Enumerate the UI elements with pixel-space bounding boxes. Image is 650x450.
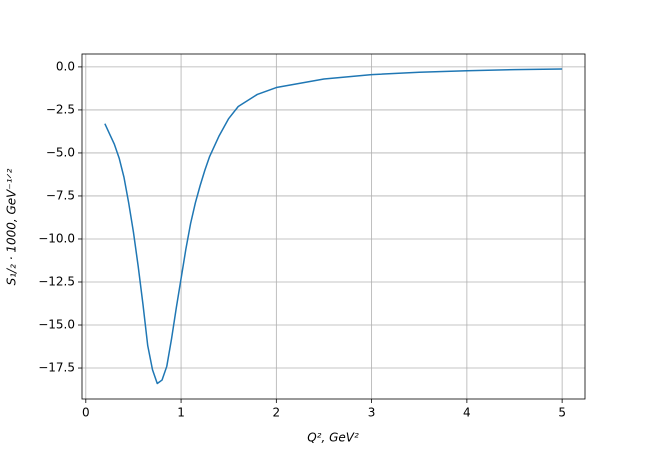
x-tick-label: 0 xyxy=(82,406,90,420)
x-tick-label: 2 xyxy=(273,406,281,420)
y-tick-label: −7.5 xyxy=(46,188,75,202)
y-tick-label: 0.0 xyxy=(56,59,75,73)
y-tick-label: −5.0 xyxy=(46,145,75,159)
x-tick-label: 1 xyxy=(177,406,185,420)
x-tick-label: 4 xyxy=(463,406,471,420)
x-tick-label: 5 xyxy=(558,406,566,420)
x-tick-label: 3 xyxy=(368,406,376,420)
y-tick-label: −12.5 xyxy=(38,274,75,288)
y-tick-label: −15.0 xyxy=(38,318,75,332)
y-axis-label: S₁/₂ · 1000, GeV⁻¹ᐟ² xyxy=(5,168,19,285)
data-line xyxy=(104,68,563,385)
y-tick-label: −2.5 xyxy=(46,102,75,116)
plot-frame xyxy=(81,53,586,400)
y-tick-label: −17.5 xyxy=(38,361,75,375)
y-tick-label: −10.0 xyxy=(38,231,75,245)
x-axis-label: Q², GeV² xyxy=(307,431,359,445)
